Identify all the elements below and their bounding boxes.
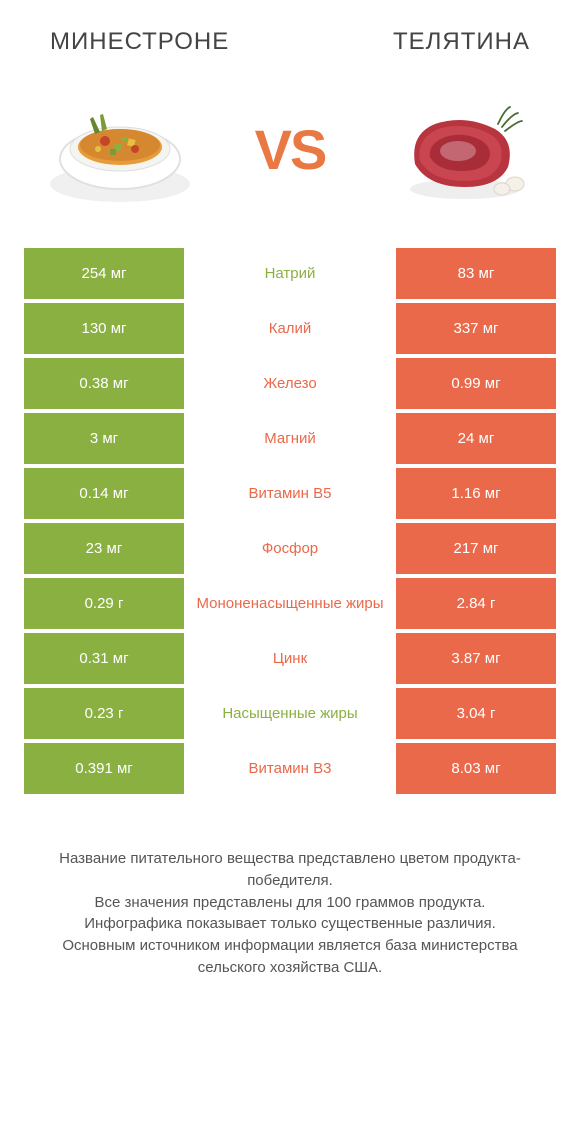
value-right: 1.16 мг: [396, 468, 556, 519]
footer-line: Все значения представлены для 100 граммо…: [30, 892, 550, 914]
value-right: 3.87 мг: [396, 633, 556, 684]
value-left: 0.31 мг: [24, 633, 184, 684]
value-left: 0.23 г: [24, 688, 184, 739]
value-right: 2.84 г: [396, 578, 556, 629]
footer-line: Инфографика показывает только существенн…: [30, 913, 550, 935]
value-right: 337 мг: [396, 303, 556, 354]
nutrient-label: Насыщенные жиры: [184, 688, 396, 739]
table-row: 0.14 мгВитамин B51.16 мг: [24, 468, 556, 519]
food-image-left: [40, 84, 200, 214]
footer-text: Название питательного вещества представл…: [0, 798, 580, 979]
value-left: 23 мг: [24, 523, 184, 574]
table-row: 130 мгКалий337 мг: [24, 303, 556, 354]
value-right: 0.99 мг: [396, 358, 556, 409]
nutrient-label: Мононенасыщенные жиры: [184, 578, 396, 629]
table-row: 3 мгМагний24 мг: [24, 413, 556, 464]
table-row: 0.23 гНасыщенные жиры3.04 г: [24, 688, 556, 739]
hero-section: VS: [0, 66, 580, 248]
value-left: 0.29 г: [24, 578, 184, 629]
soup-icon: [40, 89, 200, 209]
nutrient-label: Цинк: [184, 633, 396, 684]
value-left: 0.391 мг: [24, 743, 184, 794]
table-row: 0.31 мгЦинк3.87 мг: [24, 633, 556, 684]
table-row: 23 мгФосфор217 мг: [24, 523, 556, 574]
nutrient-label: Калий: [184, 303, 396, 354]
title-left: МИНЕСТРОНЕ: [50, 28, 229, 56]
footer-line: Основным источником информации является …: [30, 935, 550, 979]
nutrient-label: Железо: [184, 358, 396, 409]
value-left: 130 мг: [24, 303, 184, 354]
nutrient-label: Натрий: [184, 248, 396, 299]
value-left: 254 мг: [24, 248, 184, 299]
meat-icon: [380, 89, 540, 209]
value-left: 3 мг: [24, 413, 184, 464]
table-row: 0.391 мгВитамин B38.03 мг: [24, 743, 556, 794]
value-right: 8.03 мг: [396, 743, 556, 794]
table-row: 0.29 гМононенасыщенные жиры2.84 г: [24, 578, 556, 629]
value-left: 0.38 мг: [24, 358, 184, 409]
value-right: 217 мг: [396, 523, 556, 574]
title-right: ТЕЛЯТИНА: [393, 28, 530, 56]
nutrient-label: Магний: [184, 413, 396, 464]
table-row: 0.38 мгЖелезо0.99 мг: [24, 358, 556, 409]
value-right: 24 мг: [396, 413, 556, 464]
value-right: 83 мг: [396, 248, 556, 299]
nutrient-label: Витамин B3: [184, 743, 396, 794]
vs-label: VS: [255, 117, 326, 182]
comparison-table: 254 мгНатрий83 мг130 мгКалий337 мг0.38 м…: [0, 248, 580, 794]
food-image-right: [380, 84, 540, 214]
table-row: 254 мгНатрий83 мг: [24, 248, 556, 299]
value-left: 0.14 мг: [24, 468, 184, 519]
value-right: 3.04 г: [396, 688, 556, 739]
nutrient-label: Фосфор: [184, 523, 396, 574]
header: МИНЕСТРОНЕ ТЕЛЯТИНА: [0, 0, 580, 66]
nutrient-label: Витамин B5: [184, 468, 396, 519]
footer-line: Название питательного вещества представл…: [30, 848, 550, 892]
